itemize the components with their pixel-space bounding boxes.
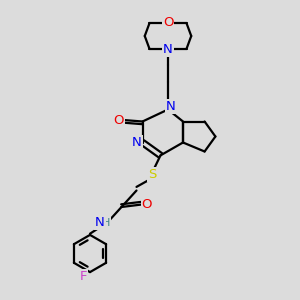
Text: N: N xyxy=(132,136,142,149)
Text: S: S xyxy=(148,168,157,181)
Text: F: F xyxy=(80,270,87,283)
Text: O: O xyxy=(163,16,173,29)
Text: N: N xyxy=(95,216,105,230)
Text: N: N xyxy=(166,100,176,113)
Text: N: N xyxy=(163,43,173,56)
Text: H: H xyxy=(102,218,110,228)
Text: O: O xyxy=(113,113,124,127)
Text: O: O xyxy=(142,197,152,211)
